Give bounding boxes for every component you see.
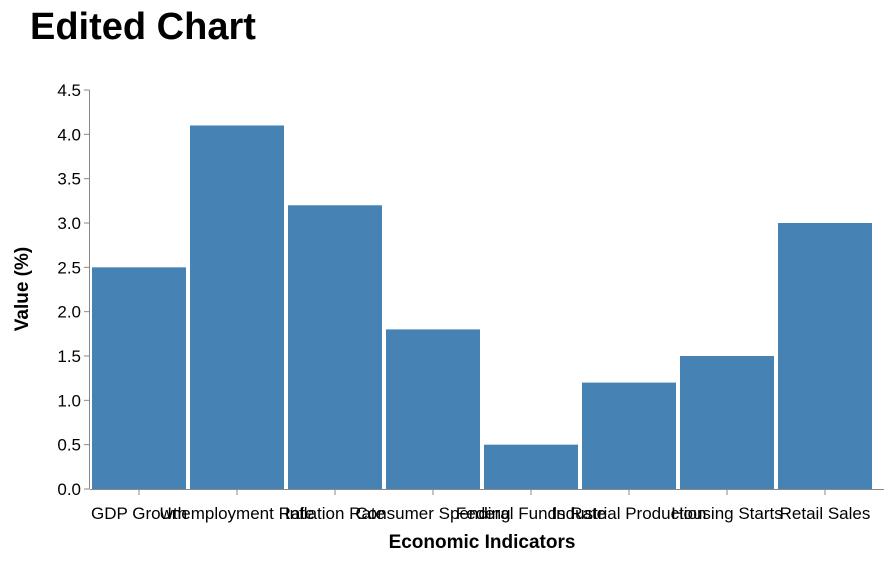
x-tick-label: Inflation Rate (285, 504, 385, 523)
bar (92, 267, 186, 489)
bar (288, 205, 382, 489)
y-tick-label: 2.0 (57, 303, 81, 322)
bar (190, 125, 284, 489)
x-tick-label: GDP Growth (91, 504, 187, 523)
y-axis-title: Value (%) (12, 247, 33, 331)
x-tick-label: Federal Funds Rate (456, 504, 606, 523)
bar (484, 444, 578, 489)
y-tick-label: 2.5 (57, 258, 81, 277)
chart-title: Edited Chart (30, 6, 256, 48)
y-tick-label: 0.0 (57, 480, 81, 499)
y-axis: 0.0 0.5 1.0 1.5 2.0 2.5 3.0 3.5 4.0 4.5 (57, 81, 90, 499)
bar (778, 223, 872, 489)
y-tick-label: 1.5 (57, 347, 81, 366)
x-tick-label: Unemployment Rate (160, 504, 315, 523)
bars-group (92, 125, 872, 489)
x-tick-label: Consumer Spending (356, 504, 511, 523)
x-tick-label: Housing Starts (671, 504, 783, 523)
y-tick-label: 4.0 (57, 125, 81, 144)
y-tick-label: 4.5 (57, 81, 81, 100)
y-tick-label: 3.0 (57, 214, 81, 233)
y-tick-label: 1.0 (57, 391, 81, 410)
bar (582, 382, 676, 489)
bar (386, 329, 480, 489)
y-tick-label: 0.5 (57, 436, 81, 455)
x-tick-label: Retail Sales (780, 504, 871, 523)
x-axis-title: Economic Indicators (389, 532, 576, 553)
bar (680, 356, 774, 489)
x-tick-label: Industrial Production (552, 504, 707, 523)
y-tick-label: 3.5 (57, 170, 81, 189)
